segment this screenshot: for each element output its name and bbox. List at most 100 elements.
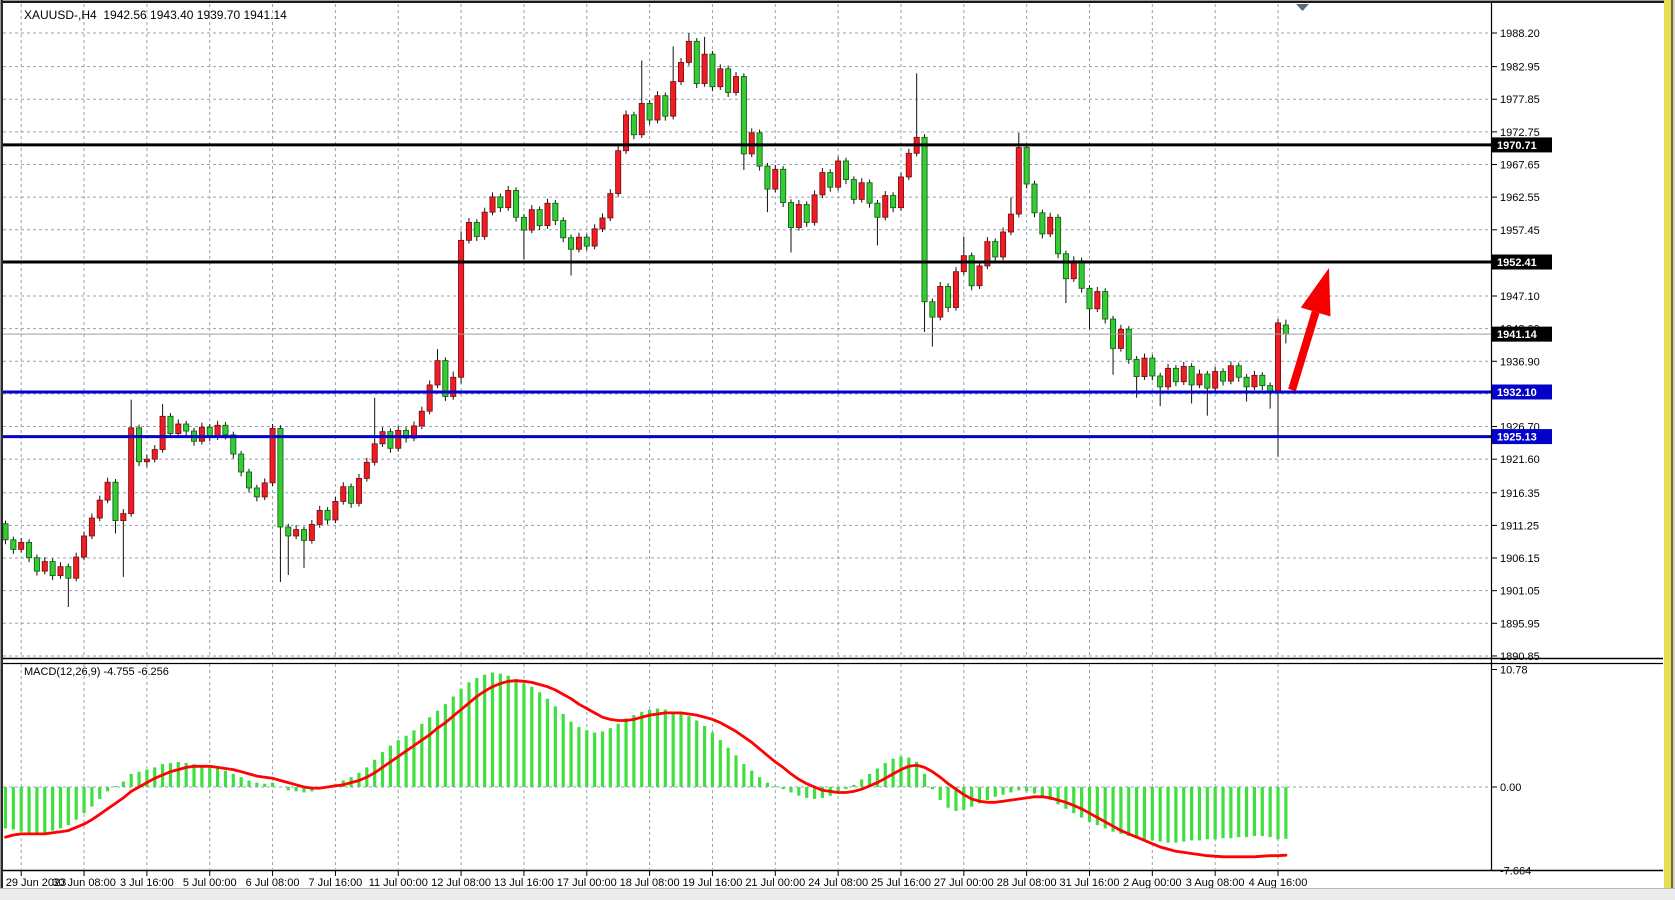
macd-histogram-bar [695, 720, 699, 787]
macd-histogram-bar [514, 679, 518, 787]
candle-bearish [890, 195, 897, 209]
price-tick-label: 1936.90 [1500, 356, 1540, 368]
macd-histogram-bar [836, 787, 840, 793]
macd-histogram-bar [82, 787, 86, 814]
price-tick-label: 1962.55 [1500, 192, 1540, 204]
candle-bullish [128, 427, 135, 514]
macd-histogram-bar [1150, 787, 1154, 841]
macd-histogram-bar [640, 711, 644, 787]
macd-histogram-bar [1056, 787, 1060, 805]
candle-bullish [450, 376, 457, 397]
macd-histogram-bar [27, 787, 31, 833]
candle-bullish [638, 102, 645, 136]
macd-histogram-bar [585, 730, 589, 787]
candle-bearish [1172, 367, 1179, 383]
candle-bearish [1039, 212, 1046, 235]
macd-histogram-bar [74, 787, 78, 820]
candle-bullish [897, 176, 904, 209]
macd-histogram-bar [1213, 787, 1217, 840]
macd-histogram-bar [3, 787, 8, 829]
candle-bearish [26, 541, 33, 559]
candle-bullish [685, 40, 692, 63]
time-tick-label: 25 Jul 16:00 [871, 877, 931, 889]
candle-bullish [528, 209, 535, 231]
macd-histogram-bar [765, 782, 770, 787]
candle-bullish [748, 132, 755, 155]
macd-histogram-bar [781, 787, 785, 790]
candle-bullish [1180, 365, 1187, 383]
macd-histogram-bar [420, 723, 424, 787]
macd-histogram-bar [43, 787, 47, 833]
macd-histogram-bar [1190, 787, 1194, 841]
candle-bearish [473, 222, 480, 237]
candle-bullish [41, 561, 48, 572]
trend-arrow-shaft[interactable] [1288, 310, 1320, 392]
candle-bearish [725, 68, 732, 93]
macd-histogram-bar [137, 771, 141, 787]
macd-histogram-bar [184, 763, 188, 787]
macd-histogram-bar [899, 756, 903, 787]
time-tick-label: 31 Jul 16:00 [1060, 877, 1120, 889]
macd-histogram-bar [1072, 787, 1076, 814]
candle-bullish [1212, 371, 1219, 389]
macd-histogram-bar [483, 674, 487, 787]
macd-histogram-bar [1252, 787, 1257, 837]
time-axis-area[interactable] [0, 872, 1663, 888]
support-line-1932-label: 1932.10 [1497, 387, 1537, 399]
macd-histogram-bar [954, 787, 958, 811]
macd-tick-label: 10.78 [1500, 664, 1528, 676]
price-tick-label: 1977.85 [1500, 94, 1540, 106]
macd-histogram-bar [1009, 787, 1013, 793]
resistance-line-1970-box [1492, 137, 1552, 153]
macd-panel-area[interactable] [3, 664, 1490, 869]
macd-histogram-bar [522, 683, 526, 787]
price-axis-area[interactable] [1492, 4, 1662, 869]
candle-bullish [905, 152, 912, 178]
price-tick-label: 1947.10 [1500, 291, 1540, 303]
macd-histogram-bar [506, 675, 510, 787]
macd-histogram-bar [302, 787, 306, 793]
candle-bullish [308, 524, 315, 541]
candle-bullish [198, 426, 205, 442]
window-scroll-strip[interactable] [1664, 0, 1673, 888]
candle-bullish [811, 194, 818, 223]
candle-bearish [1023, 147, 1030, 185]
macd-histogram-bar [750, 770, 754, 787]
time-tick-label: 6 Jul 08:00 [246, 877, 300, 889]
macd-histogram-bar [129, 773, 133, 787]
macd-histogram-bar [90, 787, 94, 807]
window-right-edge [1673, 0, 1675, 900]
macd-histogram-bar [553, 706, 557, 787]
candle-bullish [984, 241, 991, 267]
macd-histogram-bar [687, 716, 691, 787]
support-line-1932-box [1492, 384, 1552, 400]
candle-bearish [552, 202, 559, 221]
time-tick-label: 4 Aug 16:00 [1249, 877, 1308, 889]
macd-histogram-bar [278, 787, 283, 788]
macd-histogram-bar [428, 717, 432, 787]
macd-histogram-bar [962, 787, 966, 810]
candle-bearish [246, 471, 253, 489]
macd-histogram-bar [66, 787, 70, 826]
candle-bearish [803, 204, 810, 223]
macd-histogram-bar [200, 765, 204, 787]
candle-bullish [615, 150, 622, 195]
macd-histogram-bar [600, 731, 605, 787]
trend-arrow-head[interactable] [1300, 268, 1331, 317]
candle-bearish [1157, 375, 1164, 388]
candle-bearish [968, 255, 975, 287]
macd-histogram-bar [812, 787, 817, 799]
macd-histogram-bar [435, 710, 440, 787]
candle-bullish [772, 168, 779, 190]
candle-bearish [136, 427, 143, 463]
macd-histogram-bar [1040, 787, 1044, 797]
macd-histogram-bar [820, 787, 825, 798]
candle-bearish [183, 423, 190, 432]
macd-histogram-bar [663, 709, 667, 787]
candle-bullish [73, 556, 80, 579]
macd-histogram-bar [577, 727, 581, 787]
macd-histogram-bar [1197, 787, 1202, 841]
candle-bearish [842, 160, 849, 180]
main-chart-plot-area[interactable] [3, 4, 1490, 657]
